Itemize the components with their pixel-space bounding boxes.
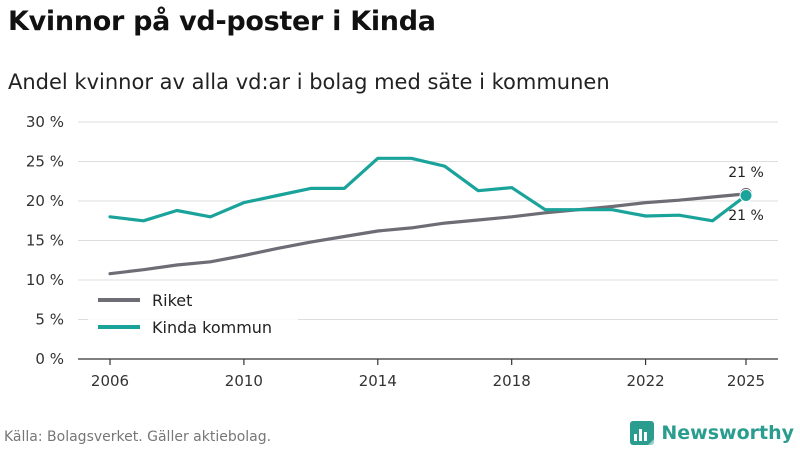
chart-title: Kvinnor på vd-poster i Kinda bbox=[8, 6, 436, 37]
y-tick-label: 25 % bbox=[26, 153, 64, 171]
legend-label: Riket bbox=[152, 291, 192, 310]
x-tick-label: 2006 bbox=[91, 372, 129, 390]
line-chart: 0 %5 %10 %15 %20 %25 %30 % 2006 2010 2014 2… bbox=[26, 113, 778, 390]
x-tick-label: 2010 bbox=[225, 372, 263, 390]
y-tick-label: 0 % bbox=[35, 350, 64, 368]
end-markers: 21 % 21 % bbox=[728, 165, 764, 224]
brand-logo: Newsworthy bbox=[629, 420, 794, 446]
y-tick-label: 5 % bbox=[35, 311, 64, 329]
y-tick-label: 20 % bbox=[26, 192, 64, 210]
newsworthy-icon bbox=[630, 421, 655, 445]
series-line-riket bbox=[108, 192, 748, 276]
x-tick-labels: 2006 2010 2014 2018 2022 2025 bbox=[91, 372, 765, 390]
x-axis bbox=[78, 358, 778, 365]
end-label-kinda: 21 % bbox=[728, 165, 764, 181]
legend-label: Kinda kommun bbox=[152, 318, 272, 337]
brand-name: Newsworthy bbox=[661, 422, 794, 444]
series-lines bbox=[108, 156, 748, 276]
y-tick-label: 10 % bbox=[26, 271, 64, 289]
x-tick-label: 2018 bbox=[493, 372, 531, 390]
y-tick-label: 30 % bbox=[26, 113, 64, 131]
end-marker-kinda bbox=[739, 188, 753, 202]
x-tick-label: 2014 bbox=[359, 372, 397, 390]
legend: Riket Kinda kommun bbox=[88, 283, 298, 341]
source-note: Källa: Bolagsverket. Gäller aktiebolag. bbox=[4, 429, 272, 445]
y-tick-label: 15 % bbox=[26, 232, 64, 250]
y-tick-labels: 0 % 5 % 10 % 15 % 20 % 25 % 30 % bbox=[26, 113, 64, 368]
x-tick-label: 2022 bbox=[626, 372, 664, 390]
legend-background bbox=[88, 283, 298, 341]
end-label-riket: 21 % bbox=[728, 208, 764, 224]
series-line-kinda bbox=[108, 156, 748, 223]
x-tick-label: 2025 bbox=[727, 372, 765, 390]
chart-subtitle: Andel kvinnor av alla vd:ar i bolag med … bbox=[8, 70, 610, 94]
